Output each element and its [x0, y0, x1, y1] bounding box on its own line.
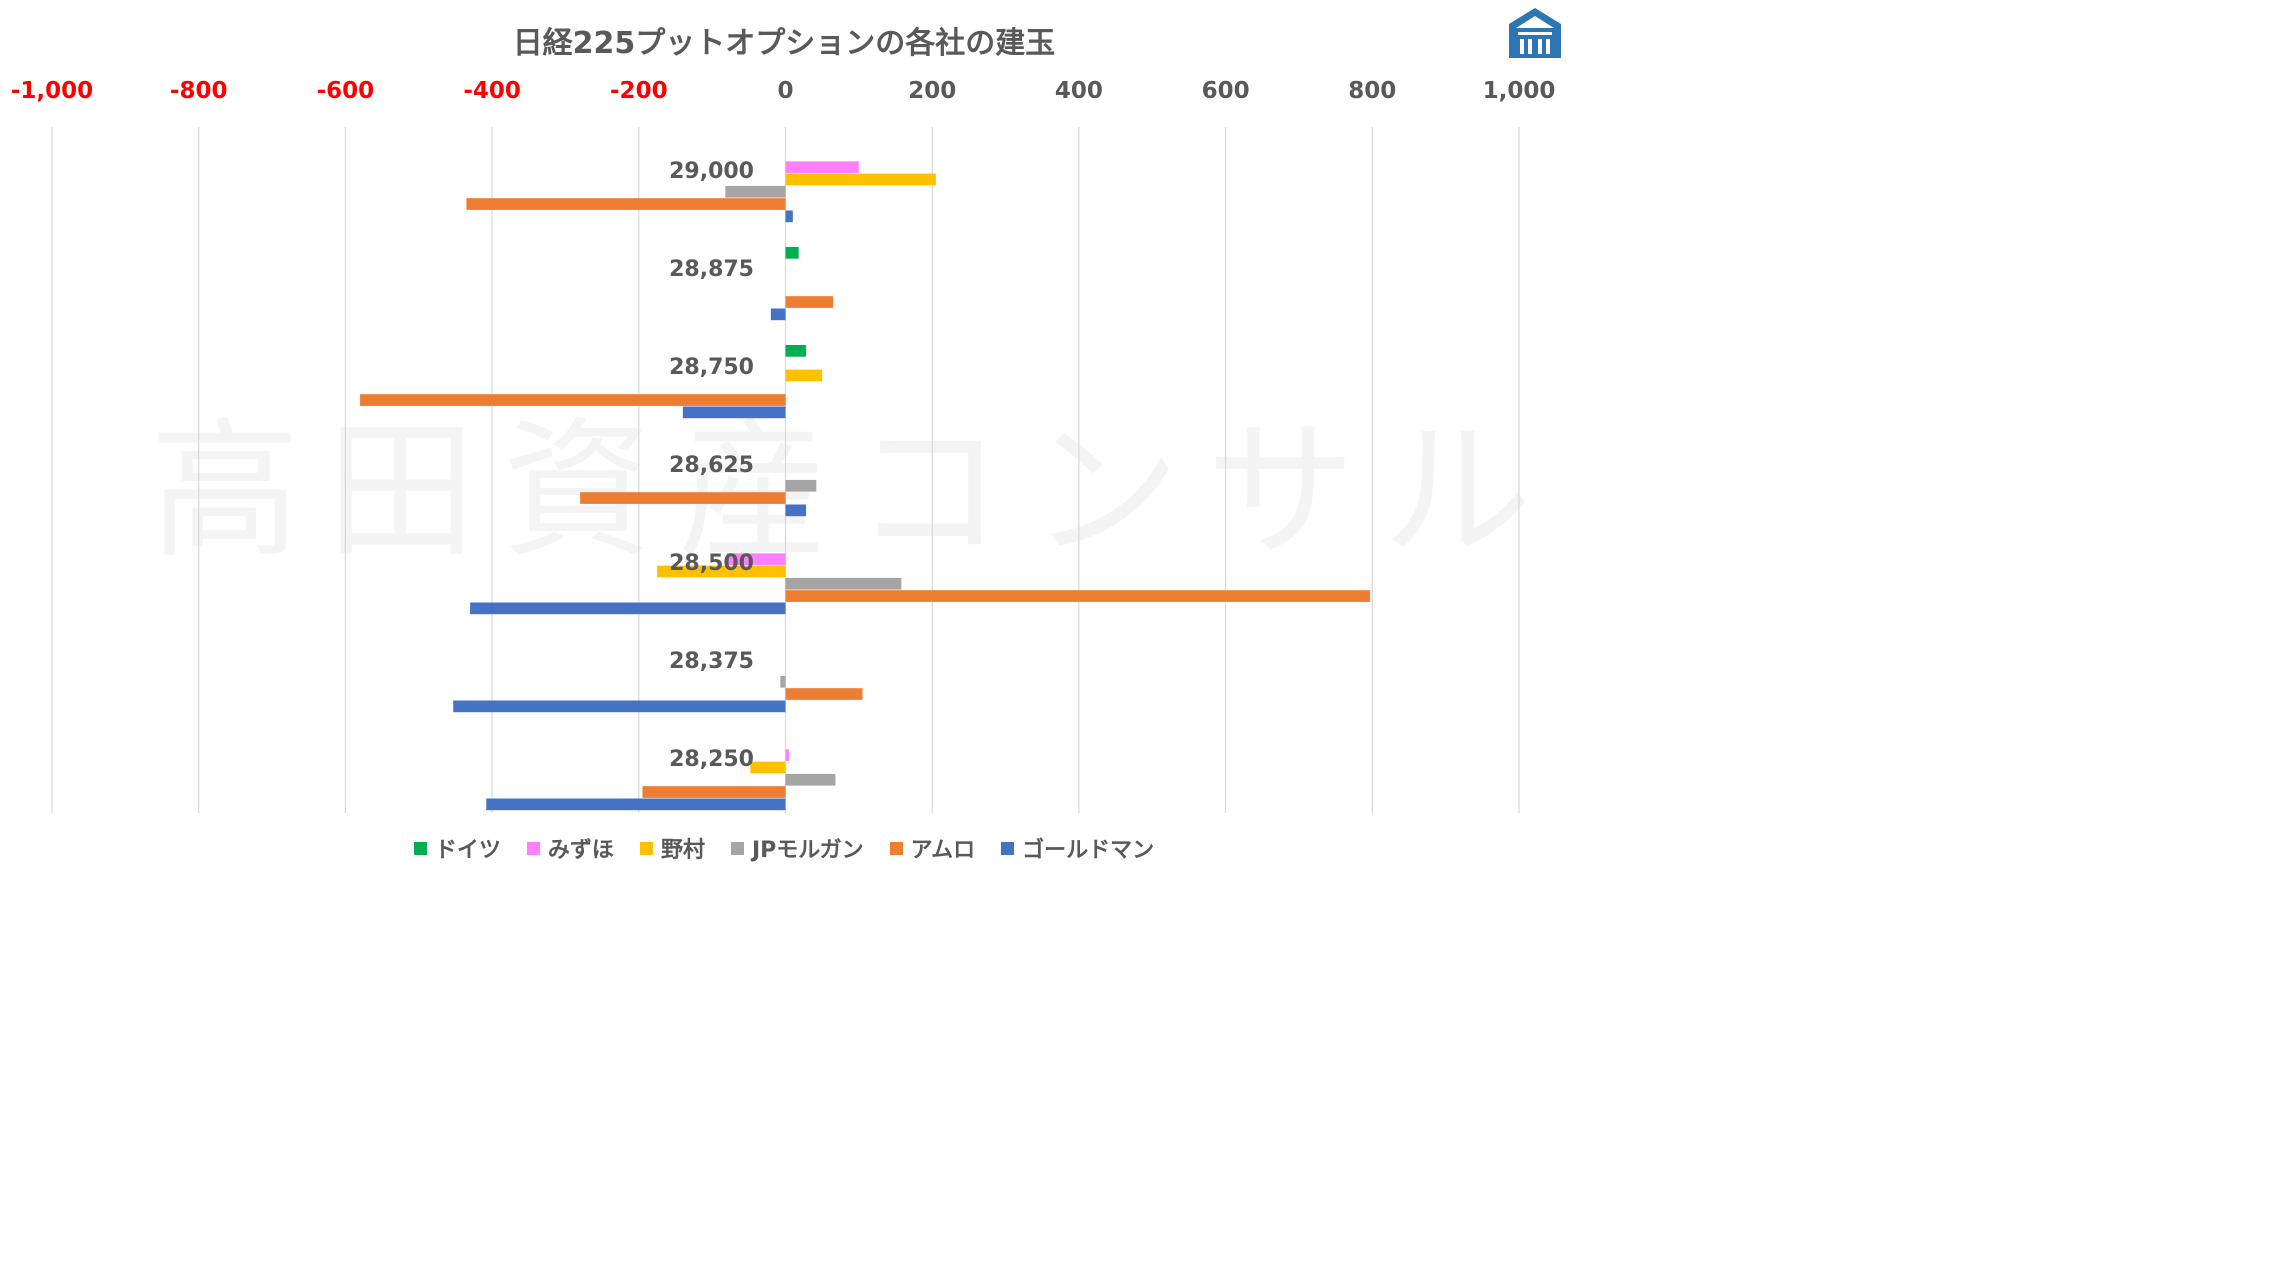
chart-title: 日経225プットオプションの各社の建玉	[512, 26, 1056, 61]
legend-label: みずほ	[547, 838, 614, 863]
bar	[785, 590, 1371, 602]
legend-item: ゴールドマン	[1001, 832, 1154, 864]
category-label: 28,500	[669, 551, 754, 576]
x-tick-label: -1,000	[11, 78, 93, 104]
legend-label: アムロ	[910, 838, 976, 863]
bar	[785, 173, 936, 186]
bar	[486, 798, 786, 811]
category-label: 28,250	[669, 747, 754, 772]
bar	[785, 773, 836, 786]
legend-swatch	[730, 841, 744, 855]
x-tick-label: -200	[610, 78, 668, 104]
x-tick-label: 0	[777, 78, 793, 104]
bar	[785, 345, 807, 357]
legend-label: 野村	[660, 838, 705, 863]
bar	[785, 577, 902, 590]
category-label: 28,750	[669, 355, 754, 380]
bar	[750, 761, 786, 774]
x-tick-label: -800	[170, 78, 228, 104]
category-label: 28,375	[669, 649, 754, 674]
bar	[726, 553, 786, 565]
legend-swatch	[526, 841, 540, 855]
chart-container: 高田資産コンサル 日経225プットオプションの各社の建玉 -1,000-800-…	[0, 0, 1568, 882]
bar	[785, 161, 859, 173]
bar	[770, 308, 786, 321]
legend-label: JPモルガン	[751, 838, 864, 863]
category-label: 28,625	[669, 453, 754, 478]
watermark-text: 高田資産コンサル	[150, 370, 1532, 587]
category-label: 29,000	[669, 159, 754, 184]
legend-label: ドイツ	[434, 838, 501, 863]
x-tick-label: 200	[908, 78, 956, 104]
legend-item: JPモルガン	[730, 832, 864, 864]
bar	[360, 394, 786, 406]
company-logo-icon	[1506, 6, 1564, 64]
bar	[785, 210, 793, 223]
bar	[470, 602, 786, 615]
bar	[657, 565, 786, 578]
legend-item: ドイツ	[413, 832, 501, 864]
bar	[453, 700, 786, 713]
bar	[785, 688, 863, 700]
legend-swatch	[1001, 841, 1015, 855]
x-tick-label: 600	[1202, 78, 1250, 104]
bar	[642, 786, 786, 798]
x-tick-label: 400	[1055, 78, 1103, 104]
legend-swatch	[889, 841, 903, 855]
x-tick-label: 1,000	[1483, 78, 1556, 104]
bar	[785, 749, 790, 761]
bar	[780, 675, 786, 688]
bar	[725, 185, 786, 198]
bar	[682, 406, 786, 419]
legend-item: アムロ	[889, 832, 976, 864]
legend-swatch	[413, 841, 427, 855]
chart-legend: ドイツ みずほ 野村 JPモルガン アムロ ゴールドマン	[0, 832, 1568, 864]
bar	[785, 504, 807, 517]
legend-swatch	[639, 841, 653, 855]
bar	[580, 492, 786, 504]
bar-chart: -1,000 -800 -600 -400 -200 0 200 400 600 800 1,000…	[11, 78, 1556, 813]
x-tick-label: -400	[463, 78, 521, 104]
bar	[785, 479, 817, 492]
x-tick-label: -600	[317, 78, 375, 104]
bar	[466, 198, 786, 210]
bar	[785, 247, 799, 259]
legend-label: ゴールドマン	[1022, 838, 1155, 863]
bar	[785, 369, 823, 382]
bar	[785, 296, 834, 308]
legend-item: 野村	[639, 832, 705, 864]
x-tick-label: 800	[1348, 78, 1396, 104]
legend-item: みずほ	[526, 832, 614, 864]
category-label: 28,875	[669, 257, 754, 282]
